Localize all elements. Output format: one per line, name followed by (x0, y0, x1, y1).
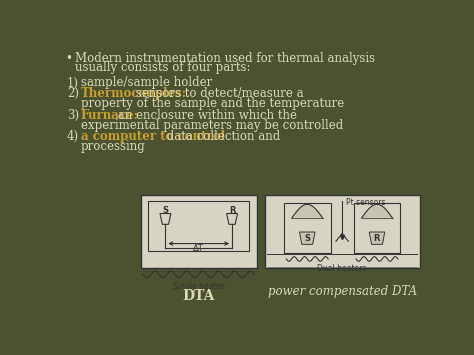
Text: 1): 1) (67, 76, 79, 89)
Text: usually consists of four parts:: usually consists of four parts: (75, 61, 250, 74)
Polygon shape (160, 214, 171, 224)
Text: S: S (163, 206, 168, 215)
Bar (264, 195, 419, 268)
Text: an enclosure within which the: an enclosure within which the (114, 109, 297, 122)
Text: property of the sample and the temperature: property of the sample and the temperatu… (81, 97, 344, 110)
Polygon shape (300, 232, 315, 244)
Text: S: S (304, 234, 310, 243)
Bar (148, 201, 249, 251)
Text: 3): 3) (67, 109, 79, 122)
Text: power compensated DTA: power compensated DTA (267, 285, 417, 298)
Bar (141, 195, 257, 268)
Text: Modern instrumentation used for thermal analysis: Modern instrumentation used for thermal … (75, 52, 375, 65)
Text: experimental parameters may be controlled: experimental parameters may be controlle… (81, 119, 343, 132)
Text: sample/sample holder: sample/sample holder (81, 76, 212, 89)
Text: 4): 4) (67, 130, 79, 143)
Text: data collection and: data collection and (163, 130, 280, 143)
Bar (354, 203, 400, 253)
Text: 2): 2) (67, 87, 79, 100)
Text: •: • (65, 52, 73, 65)
Text: Thermocouples:: Thermocouples: (81, 87, 187, 100)
Bar (284, 203, 330, 253)
Text: ΔT: ΔT (193, 244, 204, 253)
Text: R: R (229, 206, 235, 215)
Text: Dual heaters: Dual heaters (318, 264, 367, 273)
Polygon shape (369, 232, 385, 244)
Text: processing: processing (81, 140, 146, 153)
Text: a computer to control: a computer to control (81, 130, 225, 143)
Text: Furnace:: Furnace: (81, 109, 139, 122)
Polygon shape (227, 214, 237, 224)
Text: Pt sensors: Pt sensors (346, 198, 385, 207)
Text: sensors to detect/measure a: sensors to detect/measure a (132, 87, 304, 100)
Text: R: R (374, 234, 380, 243)
Text: DTA: DTA (182, 289, 215, 303)
Text: Single heater: Single heater (173, 282, 224, 291)
